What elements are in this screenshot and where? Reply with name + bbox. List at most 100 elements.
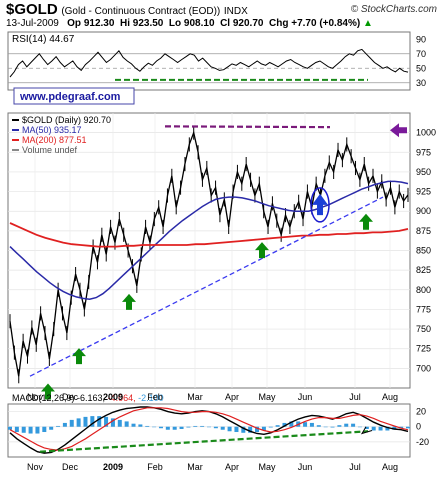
symbol-description: (Gold - Continuous Contract (EOD)) [61,6,221,17]
x-tick-label: 2009 [103,462,123,472]
macd-hist-bar [337,425,342,427]
macd-hist-bar [200,425,205,427]
macd-panel: 20 0 -20 MACD(12,26,9) -6.163, -4.064, -2.1… [7,393,429,458]
x-tick-label: Feb [147,392,163,402]
macd-hist-bar [227,426,232,432]
macd-hist-bar [399,426,404,429]
legend-entry: MA(200) 877.51 [22,135,87,145]
macd-hist-bar [275,425,280,427]
macd-caption-macd: -6.163, [77,393,108,403]
price-tick-label: 875 [416,226,431,236]
quote-open: Op 912.30 [67,18,115,29]
macd-hist-bar [21,426,26,433]
quote-low: Lo 908.10 [168,18,215,29]
x-tick-label: Aug [382,392,398,402]
exchange: INDX [223,6,248,17]
x-tick-label: 2009 [103,392,123,402]
x-tick-label: Nov [27,392,44,402]
price-tick-label: 700 [416,363,431,373]
x-tick-label: May [258,462,276,472]
macd-hist-bar [186,426,191,428]
price-tick-label: 800 [416,285,431,295]
support-trendline [29,196,384,377]
macd-hist-bar [158,426,163,429]
green-up-arrow-icon [122,293,136,310]
x-tick-label: Apr [225,392,239,402]
quote-close: Cl 920.70 [220,18,264,29]
quote-row: 13-Jul-2009 Op 912.30 Hi 923.50 Lo 908.1… [6,18,373,29]
macd-hist-bar [282,422,287,427]
legend-entry: $GOLD (Daily) 920.70 [22,115,111,125]
x-tick-label: Feb [147,462,163,472]
price-x-axis: Nov Dec 2009 Feb Mar Apr May Jun Jul Aug [27,392,398,402]
macd-hist-bar [62,422,67,427]
x-tick-label: Mar [187,462,203,472]
macd-hist-bar [145,425,150,427]
rsi-line [9,48,409,78]
x-tick-label: Dec [62,392,79,402]
chart-title: $GOLD (Gold - Continuous Contract (EOD))… [6,1,248,18]
macd-hist-bar [97,416,102,427]
macd-hist-bar [14,426,19,433]
macd-hist-bar [241,426,246,433]
green-up-arrow-icon [359,213,373,230]
quote-change: Chg +7.70 (+0.84%) [269,18,361,29]
price-tick-label: 950 [416,167,431,177]
macd-x-axis: Nov Dec 2009 Feb Mar Apr May Jun Jul Aug [27,462,398,472]
legend-entry: MA(50) 935.17 [22,125,82,135]
macd-hist-bar [8,426,12,430]
green-up-arrow-icon [255,242,269,259]
symbol: $GOLD [6,1,58,18]
macd-hist-bar [316,425,321,427]
purple-left-arrow-icon [390,123,407,138]
macd-hist-bar [172,426,177,430]
macd-hist-bar [69,419,74,427]
price-tick-label: 1000 [416,128,436,138]
macd-hist-bar [110,418,115,427]
rsi-tick-label: 90 [416,34,426,44]
macd-hist-bar [255,426,260,433]
watermark-text: www.pdegraaf.com [19,91,121,103]
price-tick-label: 975 [416,147,431,157]
rsi-tick-label: 50 [416,63,426,73]
macd-hist-bar [83,416,88,427]
macd-hist-bar [357,426,362,428]
blue-up-arrow-icon [312,193,328,216]
macd-pointer-icon [360,426,373,435]
macd-hist-bar [90,416,95,427]
macd-hist-bar [392,426,397,430]
macd-hist-bar [330,426,335,428]
legend-entry: Volume undef [22,145,78,155]
rsi-tick-label: 70 [416,49,426,59]
price-panel: 1000 975 950 925 900 875 850 825 800 775 750 725 700… [7,87,436,400]
macd-hist-bar [220,426,225,430]
ma200-line [9,222,409,248]
ma50-line [9,180,409,300]
macd-hist-bar [49,426,54,430]
price-tick-label: 775 [416,304,431,314]
x-tick-label: Dec [62,462,79,472]
macd-tick-label: 20 [416,407,426,417]
macd-hist-bar [213,426,218,429]
macd-hist-bar [268,426,273,428]
macd-hist-bar [179,426,184,429]
x-tick-label: Jun [298,392,313,402]
macd-tick-label: -20 [416,437,429,447]
macd-hist-bar [104,416,109,427]
price-line [9,130,409,377]
macd-caption-hist: -2.100 [138,393,164,403]
x-tick-label: Jul [349,462,361,472]
macd-hist-bar [309,422,314,427]
rsi-tick-label: 30 [416,78,426,88]
macd-hist-bar [378,426,383,431]
credit: © StockCharts.com [350,4,437,15]
price-tick-label: 750 [416,324,431,334]
up-arrow-icon: ▲ [362,18,373,29]
macd-hist-bar [117,419,122,427]
macd-hist-bar [193,425,198,427]
macd-hist-bar [131,423,136,427]
green-up-arrow-icon [72,348,86,365]
macd-hist-bar [56,425,61,427]
x-tick-label: May [258,392,276,402]
